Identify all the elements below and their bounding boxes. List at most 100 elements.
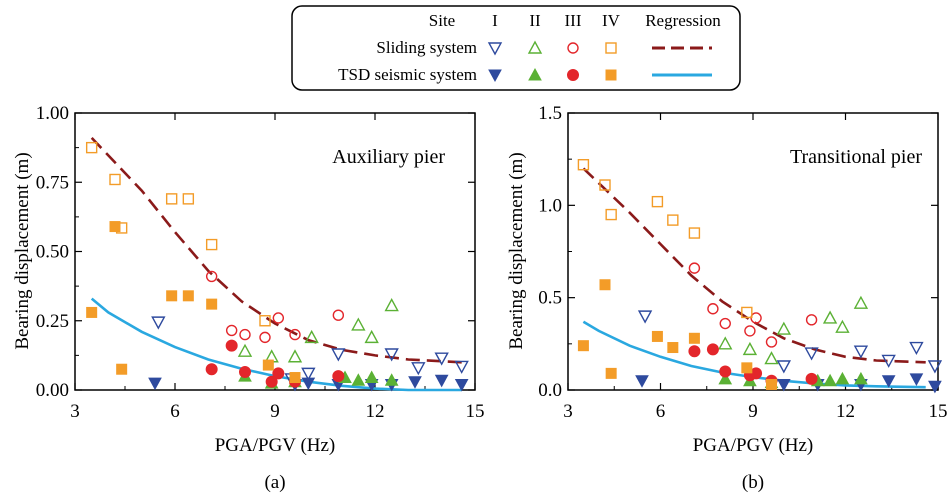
panel-b-point-sliding-site-II bbox=[776, 321, 792, 335]
panel-b-xtick-label: 15 bbox=[929, 401, 948, 422]
legend-marker-sliding-site-IV bbox=[605, 42, 617, 54]
panel-a-point-tsd-site-IV bbox=[289, 372, 301, 384]
panel-b-ytick-label: 1.0 bbox=[538, 195, 562, 216]
panel-b-point-sliding-site-IV bbox=[667, 214, 679, 226]
panel-b-point-sliding-site-I bbox=[909, 341, 924, 355]
panel-a-point-sliding-site-II bbox=[384, 298, 399, 312]
panel-a-point-sliding-site-I bbox=[411, 362, 426, 376]
panel-a-point-tsd-site-III bbox=[205, 363, 218, 376]
legend-row-sliding: Sliding system bbox=[376, 38, 477, 57]
legend-marker-sliding-site-III bbox=[567, 42, 579, 54]
panel-b-point-sliding-site-IV bbox=[651, 195, 664, 208]
panel-b-point-tsd-site-II bbox=[718, 371, 733, 385]
legend-site-III: III bbox=[565, 11, 582, 30]
legend-row-tsd: TSD seismic system bbox=[338, 65, 477, 84]
panel-b: 3 6 9 12 15 0.0 0.5 1.0 1.5 Transitional pier PG… bbox=[506, 103, 948, 493]
panel-a-point-tsd-site-III bbox=[239, 365, 251, 378]
panel-b-point-tsd-site-I bbox=[635, 375, 649, 388]
panel-b-caption: (b) bbox=[742, 472, 764, 493]
panel-b-point-sliding-site-I bbox=[637, 310, 653, 324]
panel-b-xlabel: PGA/PGV (Hz) bbox=[693, 435, 814, 456]
legend-site-IV: IV bbox=[602, 11, 621, 30]
panel-b-point-tsd-site-II bbox=[835, 371, 850, 385]
panel-b-point-sliding-site-IV bbox=[599, 179, 611, 191]
panel-b-point-sliding-site-IV bbox=[688, 227, 701, 239]
panel-a-point-tsd-site-III bbox=[225, 339, 238, 352]
panel-b-point-sliding-site-III bbox=[719, 317, 731, 330]
panel-a-point-sliding-site-III bbox=[259, 331, 271, 344]
panel-a-point-tsd-site-IV bbox=[166, 290, 178, 302]
legend-site-label: Site bbox=[429, 11, 455, 30]
panel-b-point-sliding-site-II bbox=[822, 310, 838, 324]
panel-a-xtick-label: 3 bbox=[70, 401, 80, 422]
panel-b-title: Transitional pier bbox=[790, 146, 922, 168]
panel-b-xtick-label: 9 bbox=[748, 401, 758, 422]
panel-a-point-tsd-site-IV bbox=[262, 359, 274, 371]
panel-a-point-sliding-site-II bbox=[237, 343, 253, 357]
panel-a-point-tsd-site-II bbox=[384, 373, 399, 386]
panel-a-title: Auxiliary pier bbox=[332, 146, 445, 168]
panel-a-point-sliding-site-I bbox=[301, 367, 316, 381]
panel-b-point-sliding-site-III bbox=[765, 336, 778, 348]
panel-a-point-tsd-site-III bbox=[332, 370, 345, 383]
panel-a-point-sliding-site-III bbox=[205, 270, 218, 283]
panel-a-ytick-label: 0.00 bbox=[36, 380, 69, 401]
panel-b-point-tsd-site-III bbox=[719, 365, 732, 378]
panel-b-point-sliding-site-II bbox=[742, 341, 758, 356]
panel-b-point-tsd-site-IV bbox=[605, 367, 617, 379]
panel-a-ytick-label: 0.50 bbox=[36, 242, 69, 263]
panel-a-point-sliding-site-II bbox=[364, 329, 379, 344]
panel-a-point-sliding-site-III bbox=[239, 328, 251, 341]
panel-b-point-sliding-site-IV bbox=[577, 159, 590, 171]
panel-b-point-sliding-site-II bbox=[835, 319, 850, 333]
panel-b-point-sliding-site-I bbox=[927, 360, 943, 374]
panel-b-point-sliding-site-III bbox=[805, 314, 818, 326]
panel-a-ytick-label: 0.25 bbox=[36, 311, 69, 332]
panel-a-xtick-label: 12 bbox=[366, 401, 385, 422]
panel-a-point-sliding-site-III bbox=[225, 324, 238, 337]
panel-b-point-tsd-site-I bbox=[881, 375, 896, 388]
panel-b-xtick-label: 12 bbox=[836, 401, 855, 422]
panel-b-point-tsd-site-III bbox=[805, 372, 818, 385]
panel-a-point-tsd-site-IV bbox=[86, 306, 98, 318]
panel-a-ytick-label: 0.75 bbox=[36, 172, 69, 193]
panel-a-point-sliding-site-III bbox=[289, 328, 301, 341]
panel-b-point-sliding-site-III bbox=[707, 303, 719, 315]
panel-a-xtick-label: 15 bbox=[466, 401, 485, 422]
panel-b-point-tsd-site-IV bbox=[577, 340, 589, 352]
panel-a-point-tsd-site-IV bbox=[116, 363, 128, 375]
panel-a-point-tsd-site-II bbox=[364, 370, 379, 384]
panel-b-ytick-label: 0.5 bbox=[538, 288, 562, 309]
legend-box bbox=[291, 5, 741, 91]
panel-b-point-tsd-site-IV bbox=[766, 378, 777, 390]
panel-b-point-tsd-site-IV bbox=[667, 342, 679, 354]
panel-a-point-sliding-site-IV bbox=[85, 141, 98, 154]
panel-b-point-sliding-site-III bbox=[744, 325, 756, 337]
panel-a-point-sliding-site-I bbox=[331, 348, 346, 362]
panel-b-point-tsd-site-IV bbox=[599, 279, 611, 291]
panel-a-point-sliding-site-I bbox=[434, 352, 449, 366]
panel-b-point-tsd-site-II bbox=[854, 371, 868, 385]
panel-a-point-tsd-site-I bbox=[408, 376, 422, 389]
panel-a-point-tsd-site-III bbox=[272, 367, 285, 380]
panel-b-point-sliding-site-II bbox=[718, 336, 733, 350]
panel-a-ylabel: Bearing displacement (m) bbox=[12, 152, 33, 349]
panel-b-ylabel: Bearing displacement (m) bbox=[506, 152, 527, 349]
panel-a: 3 6 9 12 15 0.00 0.25 0.50 0.75 1.00 Auxiliary pi… bbox=[12, 103, 485, 493]
panel-a-point-sliding-site-IV bbox=[109, 173, 121, 186]
panel-b-point-sliding-site-IV bbox=[741, 306, 753, 319]
panel-b-point-sliding-site-III bbox=[688, 262, 701, 274]
panel-b-point-tsd-site-I bbox=[776, 378, 791, 392]
panel-a-point-tsd-site-I bbox=[301, 377, 316, 391]
panel-b-point-sliding-site-I bbox=[776, 360, 792, 374]
panel-b-point-tsd-site-I bbox=[909, 373, 924, 386]
legend-marker-sliding-site-I bbox=[487, 42, 503, 56]
panel-a-point-tsd-site-III bbox=[265, 375, 278, 388]
legend-marker-tsd-site-I bbox=[488, 69, 502, 83]
panel-a-xtick-label: 6 bbox=[170, 401, 180, 422]
panel-b-point-tsd-site-III bbox=[688, 345, 701, 358]
legend-regression-label: Regression bbox=[645, 11, 721, 30]
panel-a-xlabel: PGA/PGV (Hz) bbox=[215, 435, 336, 456]
legend-marker-tsd-site-II bbox=[528, 67, 542, 81]
